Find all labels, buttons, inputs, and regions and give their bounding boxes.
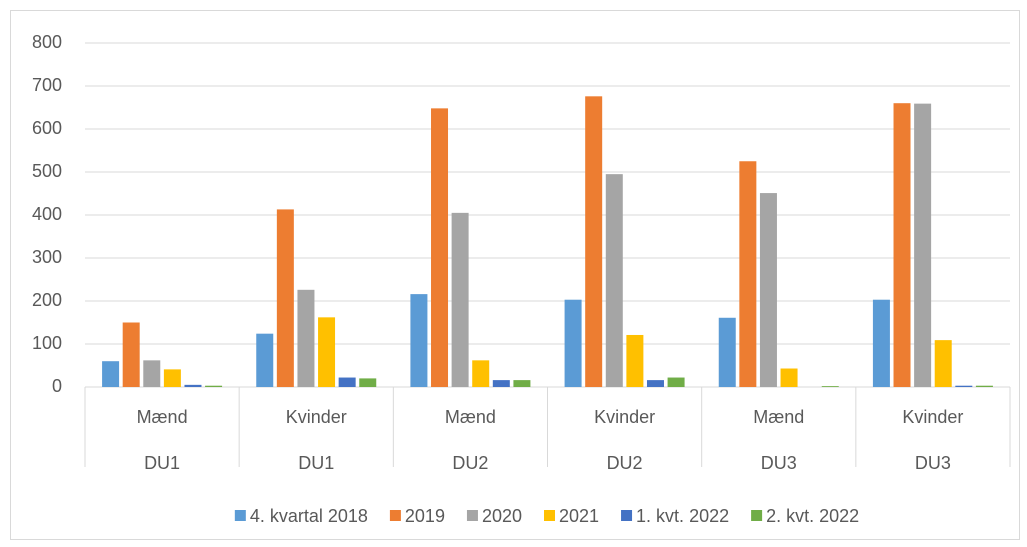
legend-swatch [544,510,555,521]
bar [451,212,469,387]
x-group-label: DU3 [915,453,951,473]
x-tick-label: Kvinder [286,407,347,427]
chart-border [10,10,1020,540]
x-tick-label: Mænd [445,407,496,427]
x-tick-label: Mænd [753,407,804,427]
bar [410,294,428,387]
bar [759,193,777,387]
bar [667,377,685,387]
y-tick-label: 800 [32,32,62,52]
y-tick-label: 700 [32,75,62,95]
bar [934,340,952,387]
legend-label: 2. kvt. 2022 [766,506,859,526]
bar [205,385,223,387]
bar [893,103,911,387]
legend-label: 2021 [559,506,599,526]
y-tick-label: 0 [52,376,62,396]
bar [605,174,623,387]
bar [338,377,356,387]
bar [359,378,377,387]
bar [975,385,993,387]
bar [564,299,582,387]
bar [646,380,664,387]
bar [143,360,161,387]
bar [297,289,315,387]
bar [914,103,932,387]
bar [122,322,140,387]
y-tick-label: 200 [32,290,62,310]
bar [184,384,202,387]
x-group-label: DU3 [761,453,797,473]
y-tick-label: 600 [32,118,62,138]
bar [821,386,839,387]
x-tick-label: Mænd [137,407,188,427]
x-tick-label: Kvinder [594,407,655,427]
bar [955,385,973,387]
x-group-label: DU2 [607,453,643,473]
legend-swatch [621,510,633,521]
x-tick-label: Kvinder [902,407,963,427]
bar [431,108,449,388]
bar [739,161,757,387]
bar [472,360,490,387]
legend-swatch [751,510,763,521]
x-group-label: DU1 [144,453,180,473]
legend-label: 2020 [482,506,522,526]
y-tick-label: 300 [32,247,62,267]
bar [626,334,644,387]
y-tick-label: 400 [32,204,62,224]
legend-label: 4. kvartal 2018 [250,506,368,526]
legend-label: 2019 [405,506,445,526]
bar [163,369,181,387]
legend-swatch [389,510,401,521]
bar [513,380,531,387]
bar [718,317,736,387]
bar [318,317,336,387]
bar [780,368,798,387]
bar [872,299,890,387]
legend-swatch [466,510,478,521]
bar [256,333,274,387]
x-group-label: DU2 [452,453,488,473]
legend-swatch [234,510,246,521]
y-tick-label: 500 [32,161,62,181]
bar [585,96,603,387]
x-group-label: DU1 [298,453,334,473]
bar [492,380,510,387]
bar [102,361,120,387]
y-tick-label: 100 [32,333,62,353]
legend-label: 1. kvt. 2022 [636,506,729,526]
bar [276,209,294,387]
